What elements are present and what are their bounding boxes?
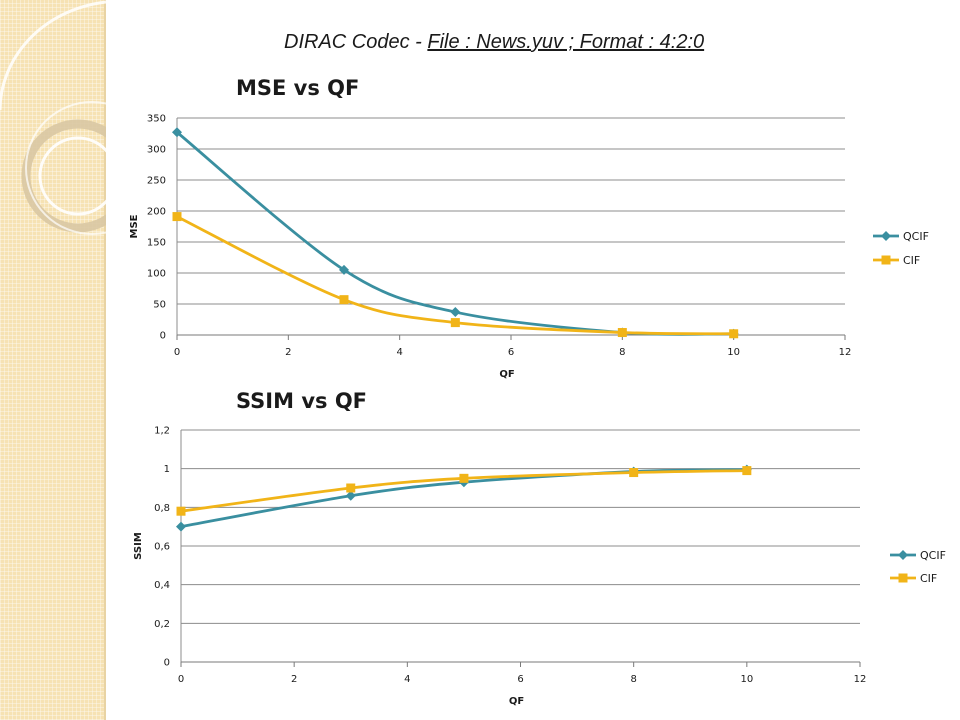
- x-tick-label: 4: [404, 674, 410, 685]
- x-axis-title: QF: [499, 369, 514, 380]
- legend-marker-qcif: [881, 231, 891, 241]
- mse-chart-title: MSE vs QF: [236, 76, 360, 100]
- x-axis-title: QF: [509, 696, 524, 707]
- legend-marker-cif: [881, 255, 891, 265]
- x-tick-label: 0: [178, 674, 184, 685]
- data-point-cif: [346, 483, 356, 493]
- data-point-qcif: [176, 521, 186, 532]
- data-point-cif: [172, 212, 182, 222]
- y-tick-label: 300: [147, 145, 166, 156]
- legend-marker-qcif: [898, 550, 908, 560]
- data-point-qcif: [172, 127, 182, 138]
- x-tick-label: 12: [854, 674, 867, 685]
- data-point-qcif: [339, 264, 349, 275]
- x-tick-label: 2: [291, 674, 297, 685]
- legend-label-cif: CIF: [920, 572, 937, 585]
- x-tick-label: 2: [285, 347, 291, 358]
- y-tick-label: 350: [147, 114, 166, 125]
- data-point-cif: [339, 295, 349, 305]
- y-tick-label: 0,8: [154, 503, 170, 514]
- data-point-cif: [176, 506, 186, 516]
- file-link[interactable]: File : News.yuv ; Format : 4:2:0: [427, 31, 705, 53]
- ssim-chart-title: SSIM vs QF: [236, 389, 368, 413]
- slide-title: DIRAC Codec - File : News.yuv ; Format :…: [284, 31, 704, 54]
- y-tick-label: 150: [147, 238, 166, 249]
- data-point-qcif: [450, 307, 461, 318]
- data-point-cif: [742, 466, 752, 476]
- data-point-cif: [617, 328, 627, 338]
- data-point-cif: [459, 473, 469, 483]
- legend-label-cif: CIF: [903, 254, 920, 267]
- y-tick-label: 0: [164, 658, 170, 669]
- y-tick-label: 0: [160, 331, 166, 342]
- x-tick-label: 0: [174, 347, 180, 358]
- x-tick-label: 6: [517, 674, 523, 685]
- y-tick-label: 250: [147, 176, 166, 187]
- data-point-qcif: [345, 490, 356, 501]
- slide-title-prefix: DIRAC Codec -: [284, 31, 428, 53]
- x-tick-label: 6: [508, 347, 514, 358]
- x-tick-label: 4: [396, 347, 402, 358]
- decorative-rings: [0, 0, 106, 235]
- y-tick-label: 200: [147, 207, 166, 218]
- side-decor-panel: [0, 0, 106, 720]
- x-tick-label: 8: [630, 674, 636, 685]
- data-point-cif: [629, 468, 639, 478]
- x-tick-label: 12: [839, 347, 852, 358]
- x-tick-label: 10: [740, 674, 753, 685]
- data-point-cif: [450, 318, 460, 328]
- y-tick-label: 0,6: [154, 542, 170, 553]
- y-tick-label: 100: [147, 269, 166, 280]
- legend-marker-cif: [898, 573, 908, 583]
- y-tick-label: 0,2: [154, 619, 170, 630]
- legend-label-qcif: QCIF: [903, 230, 929, 243]
- legend-label-qcif: QCIF: [920, 549, 946, 562]
- y-tick-label: 1,2: [154, 426, 170, 437]
- y-axis-title: SSIM: [133, 532, 144, 560]
- x-tick-label: 10: [727, 347, 740, 358]
- data-point-cif: [729, 329, 739, 339]
- y-axis-title: MSE: [129, 214, 140, 238]
- y-tick-label: 1: [164, 464, 170, 475]
- y-tick-label: 0,4: [154, 580, 170, 591]
- x-tick-label: 8: [619, 347, 625, 358]
- y-tick-label: 50: [153, 300, 166, 311]
